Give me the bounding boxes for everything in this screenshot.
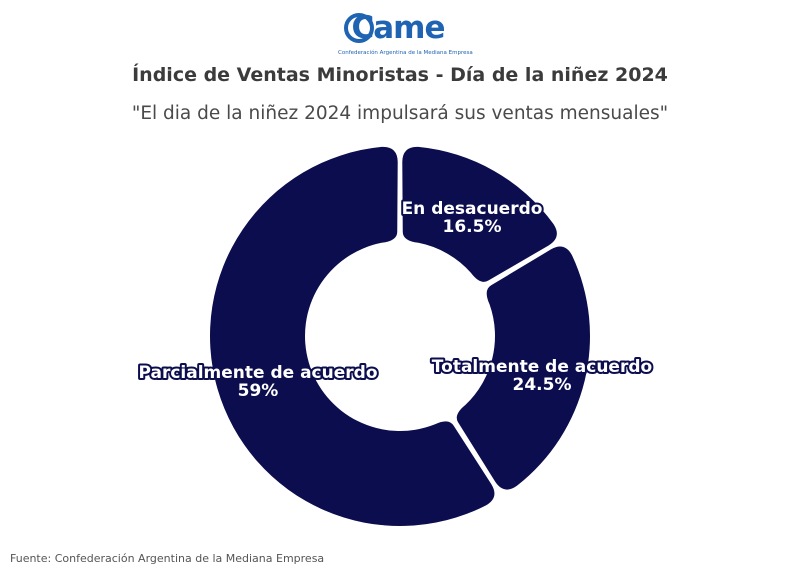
slice-parcialmente-de-acuerdo: [210, 146, 495, 527]
donut-slices: [210, 146, 590, 527]
logo-subtitle: Confederación Argentina de la Mediana Em…: [338, 50, 473, 56]
label-en-desacuerdo: En desacuerdo: [402, 199, 543, 219]
label-parcialmente-de-acuerdo: Parcialmente de acuerdo: [138, 363, 377, 383]
source-note: Fuente: Confederación Argentina de la Me…: [10, 552, 325, 565]
logo-wordmark: Came: [351, 10, 446, 46]
came-logo: Came Confederación Argentina de la Media…: [338, 10, 473, 64]
logo-ring-icon: [344, 13, 374, 43]
value-en-desacuerdo: 16.5%: [443, 217, 502, 237]
label-totalmente-de-acuerdo: Totalmente de acuerdo: [432, 357, 652, 377]
slice-en-desacuerdo: [402, 146, 557, 282]
slice-totalmente-de-acuerdo: [456, 246, 590, 490]
chart-title: Índice de Ventas Minoristas - Día de la …: [132, 64, 668, 86]
value-totalmente-de-acuerdo: 24.5%: [513, 375, 572, 395]
value-parcialmente-de-acuerdo: 59%: [238, 381, 279, 401]
chart-subtitle: "El dia de la niñez 2024 impulsará sus v…: [131, 103, 669, 124]
